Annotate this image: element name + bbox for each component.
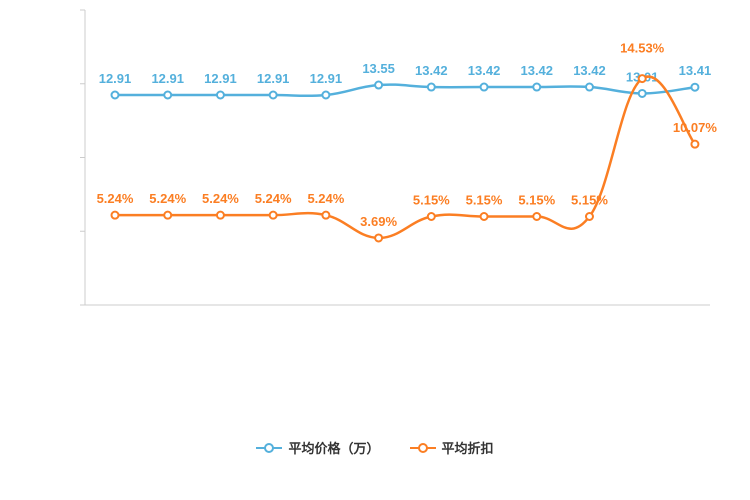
svg-text:5.24%: 5.24% [202, 191, 239, 206]
svg-text:13.42: 13.42 [520, 63, 553, 78]
svg-text:5.15%: 5.15% [413, 192, 450, 207]
svg-text:13.55: 13.55 [362, 61, 395, 76]
legend: 平均价格（万） 平均折扣 [0, 438, 750, 457]
svg-text:3.69%: 3.69% [360, 214, 397, 229]
svg-text:13.42: 13.42 [468, 63, 501, 78]
svg-text:14.53%: 14.53% [620, 41, 665, 56]
svg-text:12.91: 12.91 [310, 71, 343, 86]
line-dot-marker-icon [409, 442, 436, 453]
svg-text:5.15%: 5.15% [466, 192, 503, 207]
svg-text:12.91: 12.91 [204, 71, 237, 86]
legend-item-average-discount[interactable]: 平均折扣 [409, 438, 494, 457]
svg-text:13.42: 13.42 [573, 63, 606, 78]
svg-text:5.24%: 5.24% [97, 191, 134, 206]
svg-text:5.15%: 5.15% [518, 192, 555, 207]
svg-text:13.41: 13.41 [679, 63, 712, 78]
legend-item-average-price[interactable]: 平均价格（万） [256, 438, 380, 457]
svg-text:5.24%: 5.24% [149, 191, 186, 206]
svg-text:5.24%: 5.24% [307, 191, 344, 206]
line-dot-marker-icon [256, 442, 283, 453]
svg-text:12.91: 12.91 [257, 71, 290, 86]
svg-text:12.91: 12.91 [99, 71, 132, 86]
dual-line-chart: 12.91 12.91 12.91 12.91 12.91 13.55 13.42 13.42… [80, 9, 718, 306]
legend-label-average-discount: 平均折扣 [441, 441, 494, 456]
legend-label-average-price: 平均价格（万） [288, 441, 380, 456]
svg-text:13.42: 13.42 [415, 63, 448, 78]
svg-text:5.24%: 5.24% [255, 191, 292, 206]
svg-text:5.15%: 5.15% [571, 192, 608, 207]
svg-text:10.07%: 10.07% [673, 120, 718, 135]
svg-text:12.91: 12.91 [151, 71, 184, 86]
